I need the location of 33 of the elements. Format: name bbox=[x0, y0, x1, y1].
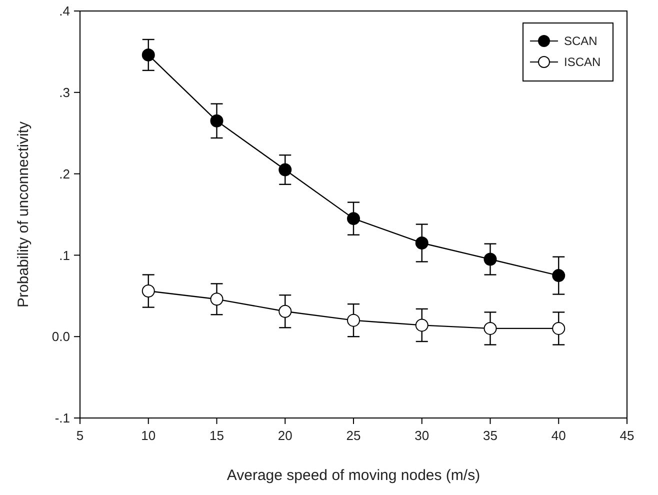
point bbox=[484, 322, 497, 335]
point bbox=[484, 252, 497, 266]
point bbox=[347, 314, 360, 327]
x-tick-label: 25 bbox=[346, 428, 361, 443]
x-tick-label: 15 bbox=[210, 428, 224, 443]
x-tick-label: 5 bbox=[76, 428, 84, 443]
legend-label: ISCAN bbox=[564, 55, 601, 70]
legend-label: SCAN bbox=[564, 34, 598, 48]
point bbox=[552, 269, 566, 282]
y-tick-label: .1 bbox=[59, 248, 70, 263]
point bbox=[415, 318, 428, 332]
y-axis-title: Probability of unconnectivity bbox=[15, 121, 32, 308]
x-tick-label: 20 bbox=[278, 428, 292, 443]
y-tick-label: .4 bbox=[59, 4, 70, 19]
x-axis-title: Average speed of moving nodes (m/s) bbox=[226, 467, 480, 484]
point bbox=[210, 292, 224, 306]
x-tick-label: 30 bbox=[414, 428, 430, 443]
y-tick-label: .2 bbox=[59, 166, 70, 182]
point bbox=[278, 304, 292, 318]
x-tick-label: 40 bbox=[551, 428, 566, 443]
point bbox=[415, 236, 428, 250]
y-tick-label: .3 bbox=[59, 84, 70, 100]
y-tick-label: -.1 bbox=[54, 410, 70, 426]
point bbox=[347, 212, 360, 226]
point bbox=[278, 163, 292, 176]
x-tick-label: 35 bbox=[483, 428, 498, 443]
point bbox=[210, 114, 224, 128]
point bbox=[142, 284, 155, 298]
y-tick-label: 0.0 bbox=[52, 329, 70, 344]
x-tick-label: 10 bbox=[141, 428, 156, 443]
x-tick-label: 45 bbox=[620, 428, 634, 443]
point bbox=[552, 322, 566, 335]
point bbox=[142, 48, 155, 62]
